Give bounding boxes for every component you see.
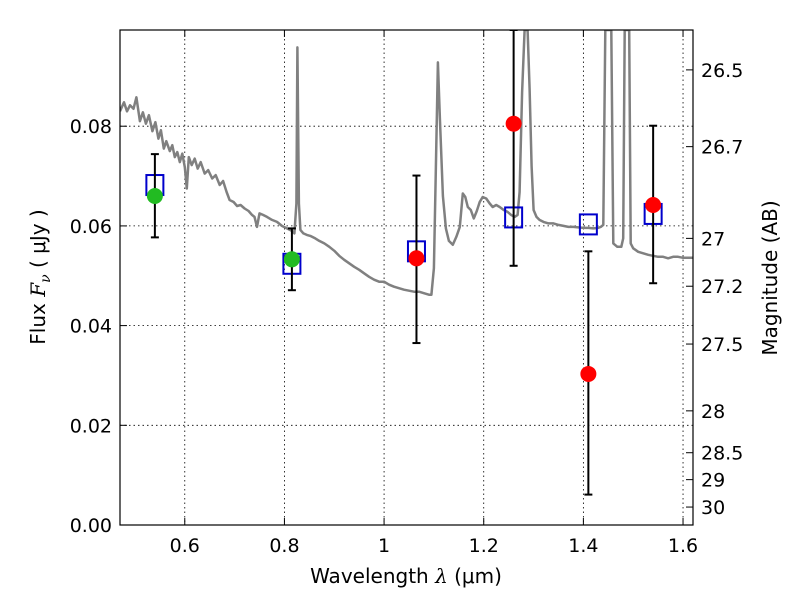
magnitude-tick-label: 29 xyxy=(701,470,725,492)
magnitude-tick-label: 27 xyxy=(701,228,725,250)
plot-frame xyxy=(119,29,694,526)
magnitude-tick-label: 26.5 xyxy=(701,60,743,82)
marker-layer xyxy=(145,30,663,496)
observed-data-point xyxy=(283,251,300,268)
y-tick-label: 0.06 xyxy=(70,216,112,238)
right-axis-label: Magnitude (AB) xyxy=(758,200,782,355)
grid-lines xyxy=(120,30,693,526)
tick-marks xyxy=(120,30,693,526)
x-axis-label: Wavelength λ (μm) xyxy=(310,564,502,588)
observed-data-point xyxy=(505,115,522,132)
spectrum-layer xyxy=(120,30,693,296)
observed-data-point xyxy=(580,365,597,382)
tick-labels: 0.6 0.8 1 1.2 1.4 1.6 0.00 0.02 0.04 0.06 0.08 26.5… xyxy=(70,60,744,557)
spectrum-line xyxy=(120,30,693,296)
y-tick-label: 0.02 xyxy=(70,415,112,437)
magnitude-tick-label: 28.5 xyxy=(701,443,743,465)
observed-data-point xyxy=(408,250,425,267)
observed-data-point xyxy=(146,187,163,204)
y-tick-label: 0.08 xyxy=(70,116,112,138)
y-tick-label: 0.00 xyxy=(70,515,112,537)
y-axis-label: Flux Fν ( μJy ) xyxy=(26,209,54,344)
magnitude-tick-label: 27.2 xyxy=(701,276,743,298)
model-photometry-square xyxy=(578,213,598,236)
x-tick-label: 0.8 xyxy=(269,535,299,557)
magnitude-tick-label: 28 xyxy=(701,401,725,423)
x-tick-label: 0.6 xyxy=(170,535,200,557)
x-tick-label: 1 xyxy=(378,535,390,557)
x-tick-label: 1.2 xyxy=(469,535,499,557)
observed-data-point xyxy=(645,196,662,213)
x-tick-label: 1.6 xyxy=(668,535,698,557)
magnitude-tick-label: 30 xyxy=(701,497,725,519)
x-tick-label: 1.4 xyxy=(568,535,598,557)
magnitude-tick-label: 27.5 xyxy=(701,334,743,356)
magnitude-tick-label: 26.7 xyxy=(701,137,743,159)
y-tick-label: 0.04 xyxy=(70,316,112,338)
